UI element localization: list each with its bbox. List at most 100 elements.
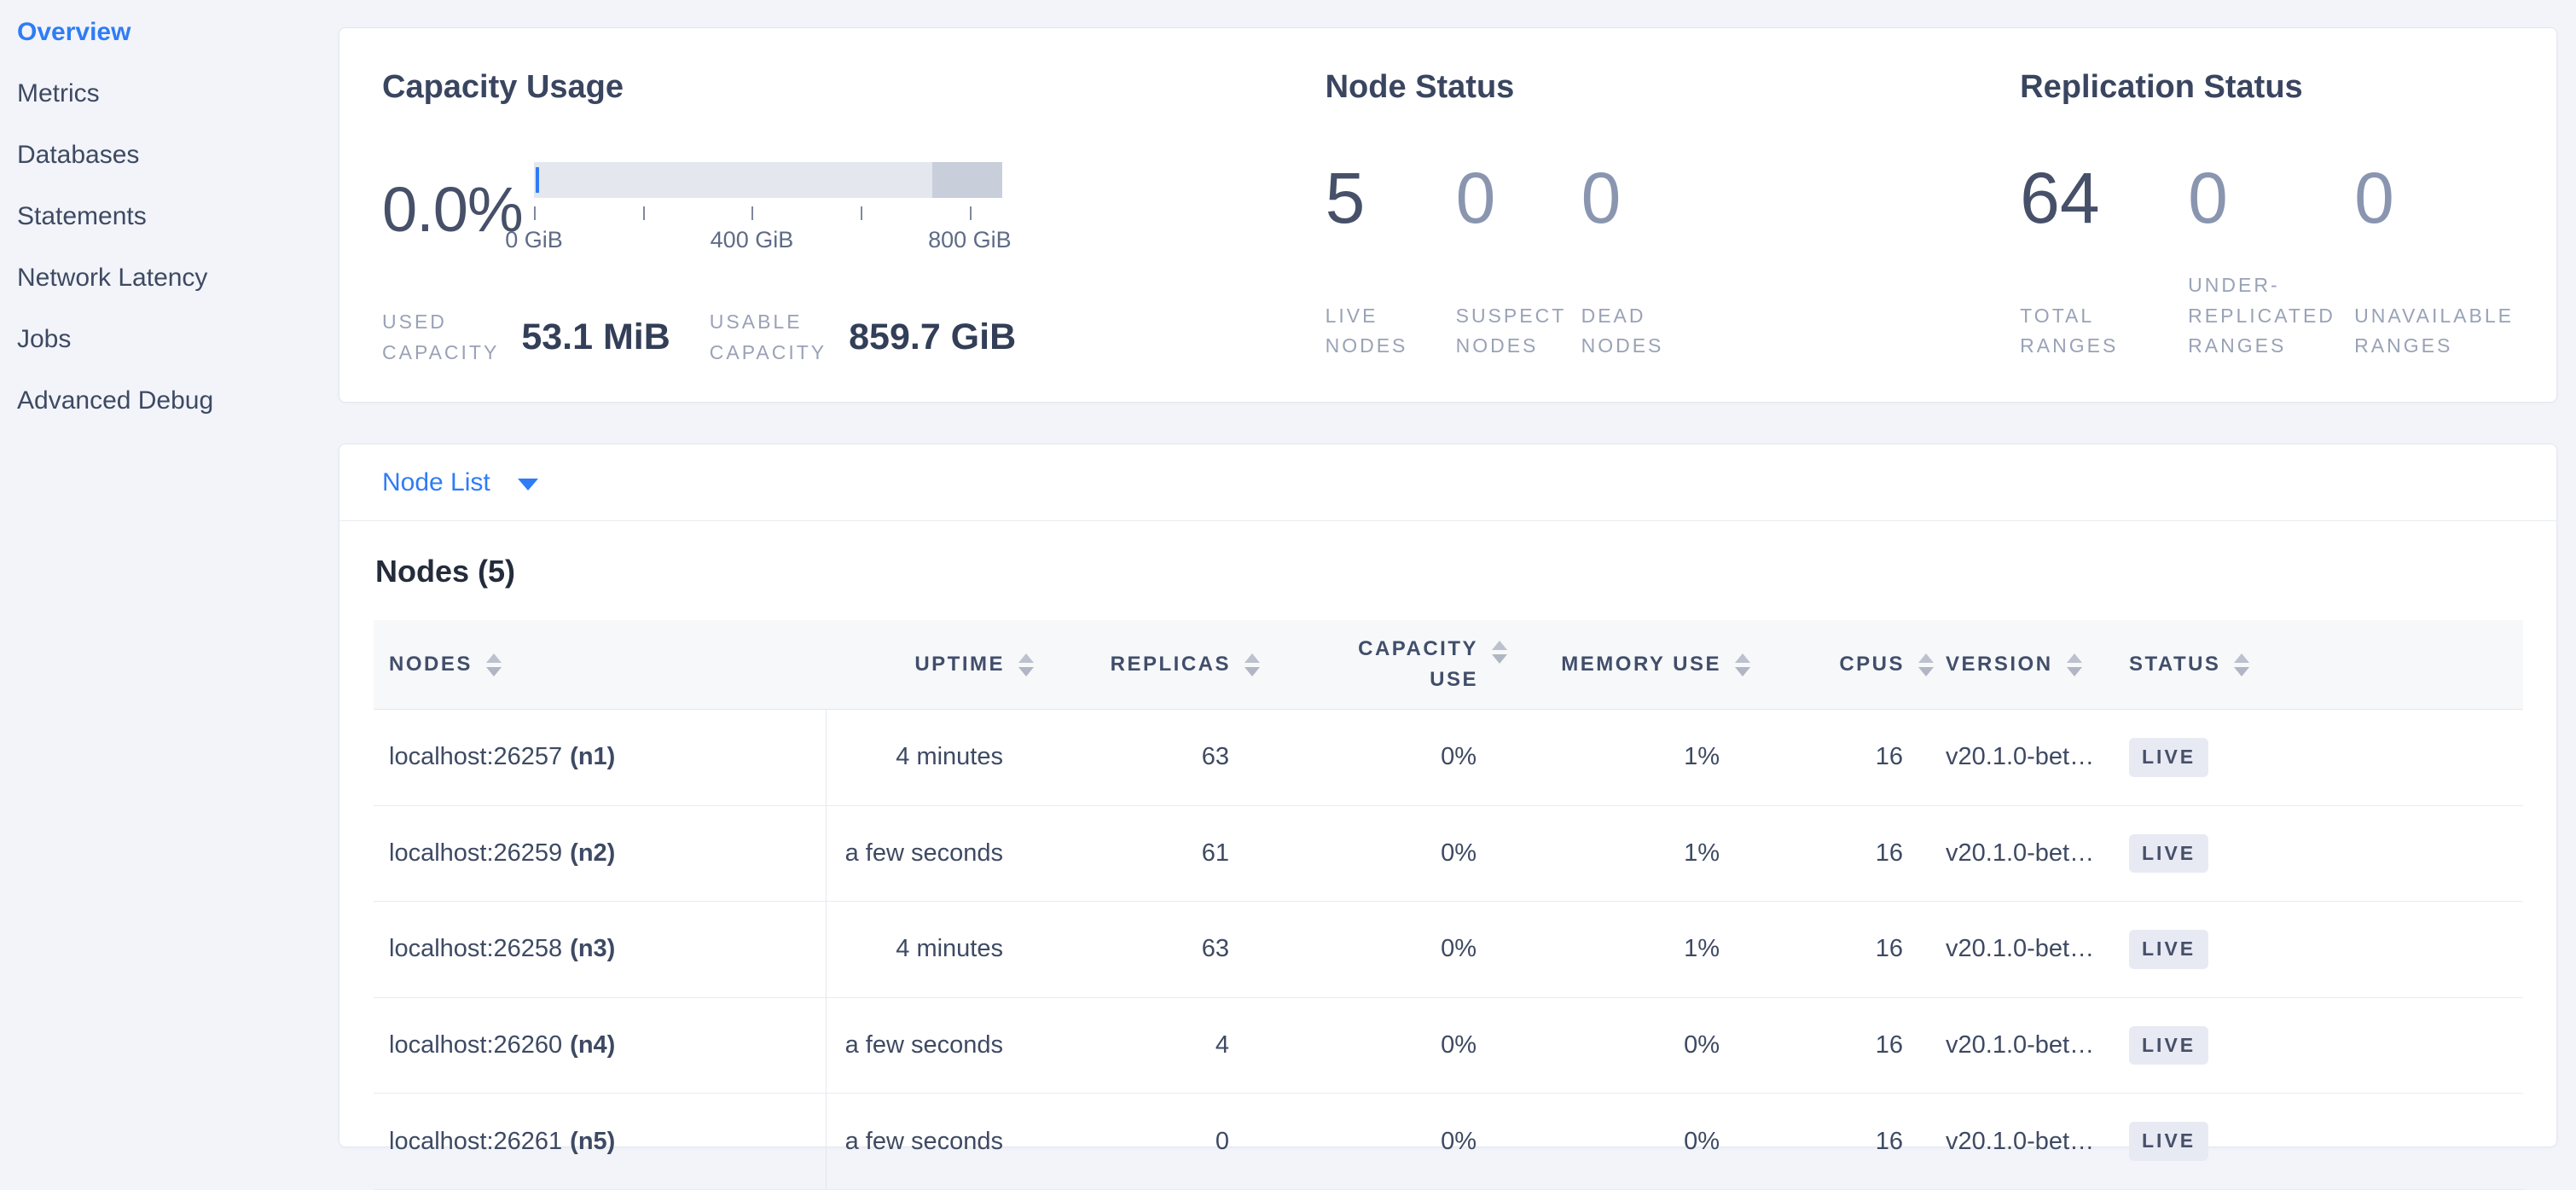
axis-tick-mark: [534, 206, 536, 220]
nodes-table-title: Nodes (5): [375, 554, 516, 589]
stat-label: LIVE NODES: [1325, 304, 1408, 357]
column-header-inner: REPLICAS: [1039, 649, 1260, 680]
cell-status: LIVE: [2118, 1093, 2321, 1190]
table-row[interactable]: localhost:26258 (n3) 4 minutes 63 0% 1% 16 v20.…: [374, 901, 2523, 998]
sort-up-arrow-icon: [1735, 653, 1750, 663]
sort-up-arrow-icon: [1492, 641, 1507, 650]
column-header-version[interactable]: VERSION: [1939, 620, 2118, 710]
cell-uptime: a few seconds: [826, 805, 1039, 903]
stat-label: TOTAL RANGES: [2020, 304, 2119, 357]
capacity-stats: USED CAPACITY 53.1 MiB USABLE CAPACITY 859.7 …: [382, 307, 1326, 368]
sidebar-item-statements[interactable]: Statements: [17, 202, 147, 230]
capacity-percent: 0.0%: [382, 174, 524, 245]
sort-down-arrow-icon: [1244, 666, 1260, 676]
table-row[interactable]: localhost:26257 (n1) 4 minutes 63 0% 1% 16 v20.…: [374, 709, 2523, 806]
sidebar-item-metrics[interactable]: Metrics: [17, 79, 100, 107]
sort-icon[interactable]: [1244, 653, 1260, 676]
status-badge: LIVE: [2129, 833, 2209, 874]
cell-filler: [2321, 1093, 2523, 1190]
axis-tick-mark: [861, 206, 863, 220]
node-id: (n4): [570, 1031, 616, 1059]
capacity-bar-chart: 0 GiB 400 GiB 800 GiB: [505, 162, 1012, 258]
node-host: localhost:26257: [389, 743, 563, 771]
column-header-label: VERSION: [1946, 653, 2053, 676]
cell-node-address: localhost:26259 (n2): [374, 805, 827, 903]
sidebar-item-advanced-debug[interactable]: Advanced Debug: [17, 386, 214, 415]
cell-memory-use: 0%: [1512, 997, 1755, 1094]
sort-icon[interactable]: [1918, 653, 1934, 676]
sidebar-item-jobs[interactable]: Jobs: [17, 325, 72, 353]
chevron-down-icon: [517, 478, 538, 491]
cell-node-address: localhost:26261 (n5): [374, 1093, 827, 1190]
sidebar-item-network-latency[interactable]: Network Latency: [17, 264, 208, 292]
node-id: (n3): [570, 935, 616, 963]
node-host: localhost:26259: [389, 839, 563, 867]
column-header-label: CAPACITY USE: [1358, 637, 1478, 691]
cell-uptime: 4 minutes: [826, 709, 1039, 806]
column-header-inner: MEMORY USE: [1512, 649, 1750, 680]
column-header-label: NODES: [389, 653, 473, 676]
status-badge: LIVE: [2129, 1122, 2209, 1161]
stat-column: 0 SUSPECT NODES: [1456, 162, 1581, 362]
column-header-nodes[interactable]: NODES: [374, 620, 826, 710]
sort-down-arrow-icon: [2234, 666, 2250, 676]
table-row[interactable]: localhost:26259 (n2) a few seconds 61 0% 1% 16…: [374, 805, 2523, 903]
column-header-cpus[interactable]: CPUS: [1755, 620, 1939, 710]
cell-uptime: a few seconds: [826, 997, 1039, 1094]
sort-icon[interactable]: [1735, 653, 1750, 676]
cell-replicas: 63: [1039, 901, 1265, 998]
sort-down-arrow-icon: [1918, 666, 1934, 676]
cell-cpus: 16: [1755, 805, 1939, 903]
table-row[interactable]: localhost:26261 (n5) a few seconds 0 0% 0% 16 v…: [374, 1093, 2523, 1190]
stat-column: 0 DEAD NODES: [1581, 162, 1664, 362]
cell-memory-use: 1%: [1512, 901, 1755, 998]
sort-down-arrow-icon: [1492, 654, 1507, 664]
status-badge: LIVE: [2129, 738, 2209, 777]
sidebar-item-overview[interactable]: Overview: [17, 18, 131, 46]
column-header-filler: [2321, 620, 2523, 710]
cell-uptime: a few seconds: [826, 1093, 1039, 1190]
capacity-stat-value: 859.7 GiB: [849, 316, 1017, 358]
cell-memory-use: 1%: [1512, 709, 1755, 806]
capacity-usage-section: Capacity Usage 0.0% 0 GiB 400 GiB 800 GiB …: [382, 69, 1326, 402]
capacity-stat: USABLE CAPACITY 859.7 GiB: [710, 307, 1016, 368]
sort-down-arrow-icon: [1018, 666, 1034, 676]
cell-filler: [2321, 901, 2523, 998]
sort-icon[interactable]: [1492, 641, 1507, 664]
node-status-stats: 5 LIVE NODES 0 SUSPECT NODES 0 DEAD NODES: [1326, 162, 2021, 362]
sort-icon[interactable]: [1018, 653, 1034, 676]
axis-tick-label: 400 GiB: [710, 227, 794, 253]
column-header-inner: CPUS: [1755, 649, 1934, 680]
stat-label: DEAD NODES: [1581, 304, 1664, 357]
node-host: localhost:26261: [389, 1127, 563, 1155]
column-header-label: CPUS: [1839, 653, 1905, 676]
column-header-label: MEMORY USE: [1561, 653, 1721, 676]
table-row[interactable]: localhost:26260 (n4) a few seconds 4 0% 0% 16 v…: [374, 997, 2523, 1094]
column-header-replicas[interactable]: REPLICAS: [1039, 620, 1265, 710]
sort-icon[interactable]: [2066, 653, 2082, 676]
column-header-uptime[interactable]: UPTIME: [826, 620, 1039, 710]
sort-up-arrow-icon: [2234, 653, 2250, 663]
capacity-usage-title: Capacity Usage: [382, 69, 624, 105]
sidebar-item-databases[interactable]: Databases: [17, 141, 140, 169]
node-id: (n2): [570, 839, 616, 867]
column-header-memory_use[interactable]: MEMORY USE: [1512, 620, 1755, 710]
sort-icon[interactable]: [485, 653, 502, 676]
node-host: localhost:26258: [389, 935, 563, 963]
sort-icon[interactable]: [2234, 653, 2250, 676]
column-header-inner: CAPACITY USE: [1265, 634, 1507, 695]
sort-down-arrow-icon: [1735, 666, 1750, 676]
cell-capacity-use: 0%: [1265, 709, 1512, 806]
stat-column: 5 LIVE NODES: [1326, 162, 1456, 362]
column-header-capacity_use[interactable]: CAPACITY USE: [1265, 620, 1512, 710]
cell-uptime: 4 minutes: [826, 901, 1039, 998]
stat-value: 5: [1325, 158, 1366, 238]
cell-node-address: localhost:26258 (n3): [374, 901, 827, 998]
cell-node-address: localhost:26260 (n4): [374, 997, 827, 1094]
node-list-dropdown[interactable]: Node List: [339, 444, 2556, 521]
cell-node-address: localhost:26257 (n1): [374, 709, 827, 806]
cell-cpus: 16: [1755, 709, 1939, 806]
column-header-status[interactable]: STATUS: [2118, 620, 2321, 710]
sidebar: Overview Metrics Databases Statements Networ…: [0, 0, 338, 1189]
axis-tick-label: 0 GiB: [505, 227, 563, 253]
